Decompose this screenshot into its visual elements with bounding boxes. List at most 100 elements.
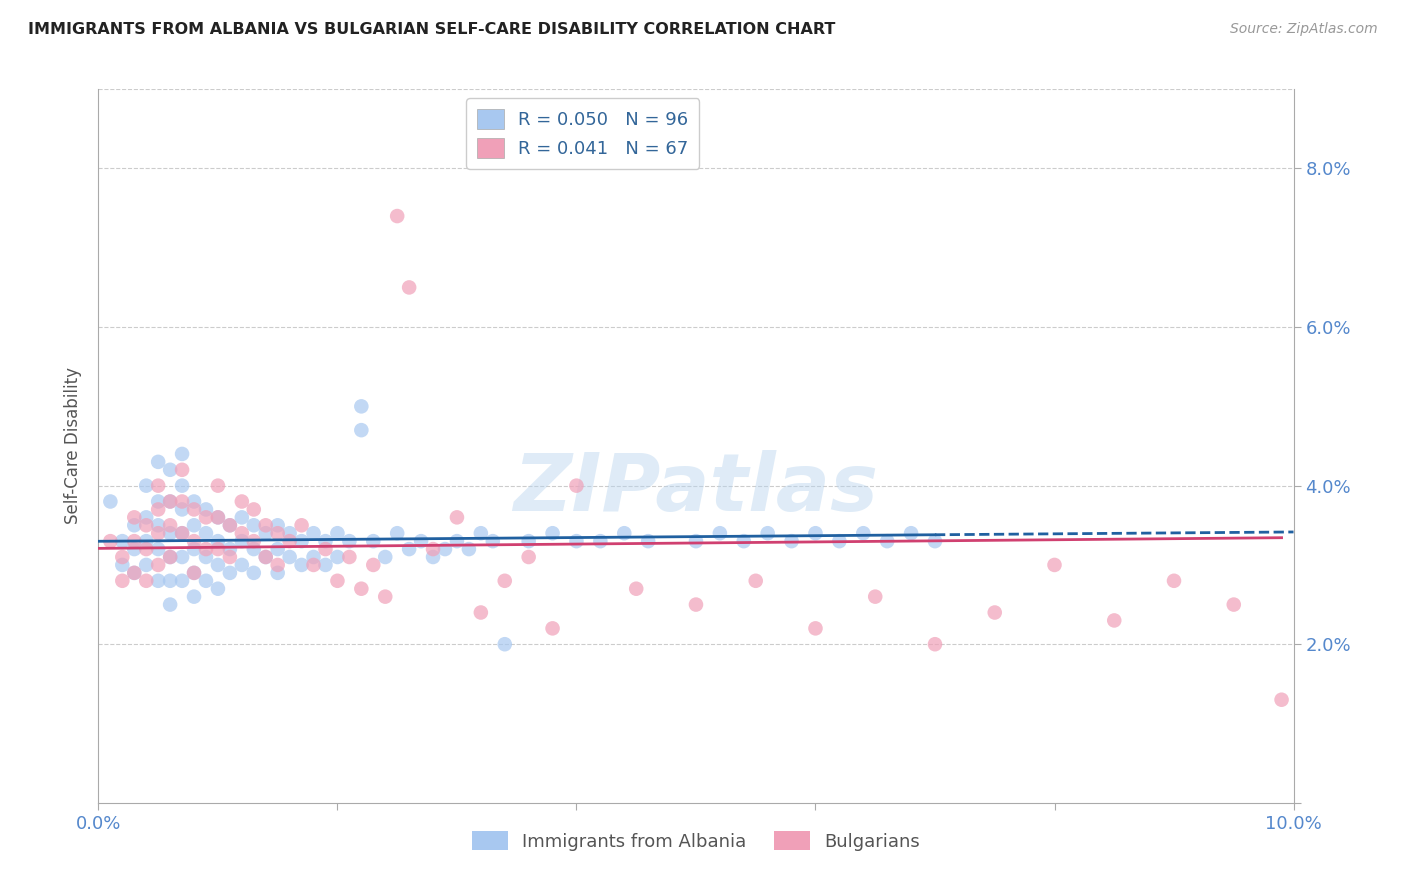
Point bbox=[98, 494, 122, 508]
Point bbox=[637, 534, 659, 549]
Point bbox=[852, 526, 875, 541]
Point bbox=[243, 502, 266, 516]
Point bbox=[254, 549, 277, 564]
Point bbox=[124, 534, 146, 549]
Point bbox=[183, 494, 205, 508]
Point bbox=[804, 526, 827, 541]
Point bbox=[302, 558, 325, 572]
Point bbox=[565, 478, 588, 492]
Y-axis label: Self-Care Disability: Self-Care Disability bbox=[65, 368, 83, 524]
Legend: Immigrants from Albania, Bulgarians: Immigrants from Albania, Bulgarians bbox=[464, 824, 928, 858]
Point bbox=[195, 542, 218, 557]
Point bbox=[183, 590, 205, 604]
Point bbox=[195, 574, 218, 588]
Point bbox=[148, 542, 170, 557]
Point bbox=[148, 494, 170, 508]
Point bbox=[135, 534, 157, 549]
Point bbox=[828, 534, 851, 549]
Point bbox=[470, 606, 492, 620]
Point bbox=[159, 574, 181, 588]
Point bbox=[111, 534, 134, 549]
Point bbox=[159, 494, 181, 508]
Point bbox=[422, 542, 444, 557]
Point bbox=[135, 574, 157, 588]
Point bbox=[804, 621, 827, 635]
Point bbox=[780, 534, 803, 549]
Point bbox=[135, 510, 157, 524]
Point bbox=[1223, 598, 1246, 612]
Point bbox=[984, 606, 1007, 620]
Point bbox=[326, 574, 349, 588]
Point bbox=[398, 542, 420, 557]
Point bbox=[350, 400, 373, 414]
Point bbox=[470, 526, 492, 541]
Point bbox=[291, 534, 314, 549]
Point bbox=[685, 534, 707, 549]
Point bbox=[254, 518, 277, 533]
Point bbox=[159, 518, 181, 533]
Point bbox=[172, 526, 194, 541]
Point bbox=[124, 510, 146, 524]
Point bbox=[183, 502, 205, 516]
Point bbox=[183, 542, 205, 557]
Point bbox=[541, 621, 564, 635]
Point bbox=[219, 518, 242, 533]
Point bbox=[315, 542, 337, 557]
Point bbox=[278, 526, 301, 541]
Text: ZIPatlas: ZIPatlas bbox=[513, 450, 879, 528]
Point bbox=[350, 582, 373, 596]
Point bbox=[302, 526, 325, 541]
Point bbox=[363, 558, 385, 572]
Point bbox=[148, 574, 170, 588]
Point bbox=[267, 566, 290, 580]
Point bbox=[385, 526, 409, 541]
Point bbox=[302, 549, 325, 564]
Point bbox=[159, 549, 181, 564]
Text: Source: ZipAtlas.com: Source: ZipAtlas.com bbox=[1230, 22, 1378, 37]
Point bbox=[124, 566, 146, 580]
Point bbox=[159, 549, 181, 564]
Point bbox=[1043, 558, 1066, 572]
Point bbox=[865, 590, 887, 604]
Point bbox=[195, 549, 218, 564]
Point bbox=[1163, 574, 1185, 588]
Point bbox=[148, 558, 170, 572]
Point bbox=[326, 526, 349, 541]
Point bbox=[243, 518, 266, 533]
Point bbox=[231, 534, 253, 549]
Point bbox=[254, 526, 277, 541]
Point bbox=[148, 518, 170, 533]
Point bbox=[339, 549, 361, 564]
Point bbox=[385, 209, 409, 223]
Point bbox=[326, 549, 349, 564]
Point bbox=[709, 526, 731, 541]
Point bbox=[411, 534, 433, 549]
Point bbox=[183, 566, 205, 580]
Point bbox=[172, 549, 194, 564]
Point bbox=[172, 463, 194, 477]
Point bbox=[733, 534, 755, 549]
Point bbox=[172, 502, 194, 516]
Point bbox=[315, 534, 337, 549]
Point bbox=[350, 423, 373, 437]
Point bbox=[924, 637, 946, 651]
Point bbox=[98, 534, 122, 549]
Point bbox=[243, 566, 266, 580]
Point bbox=[148, 502, 170, 516]
Point bbox=[422, 549, 444, 564]
Point bbox=[219, 542, 242, 557]
Point bbox=[195, 526, 218, 541]
Point bbox=[756, 526, 779, 541]
Point bbox=[458, 542, 481, 557]
Point bbox=[111, 558, 134, 572]
Point bbox=[207, 534, 229, 549]
Point bbox=[541, 526, 564, 541]
Point bbox=[243, 542, 266, 557]
Point bbox=[135, 478, 157, 492]
Point bbox=[1271, 692, 1294, 706]
Point bbox=[626, 582, 648, 596]
Point bbox=[148, 478, 170, 492]
Point bbox=[685, 598, 707, 612]
Point bbox=[243, 534, 266, 549]
Point bbox=[207, 510, 229, 524]
